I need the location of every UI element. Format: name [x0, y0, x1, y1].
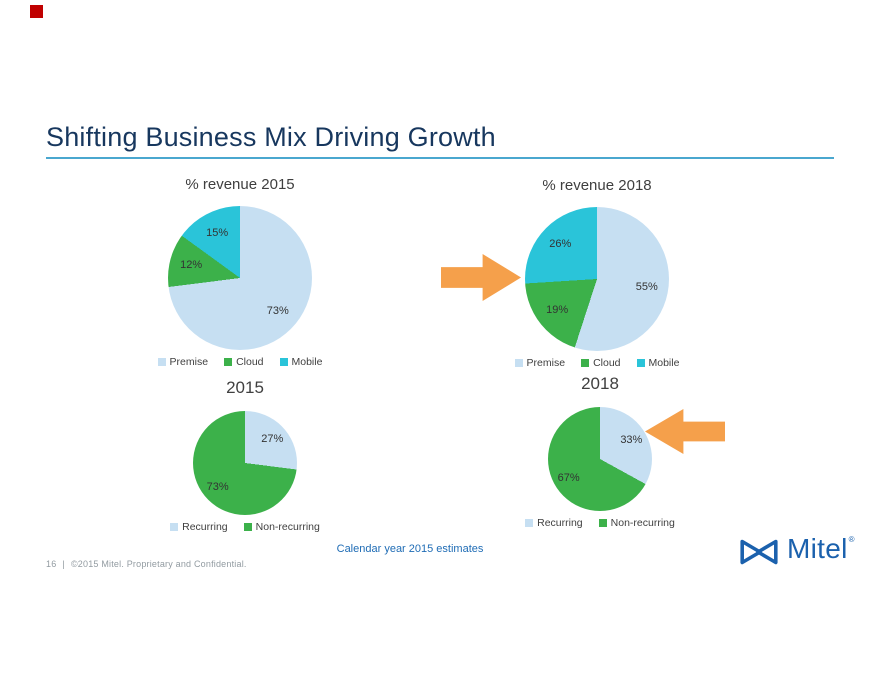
slide-footer: 16 | ©2015 Mitel. Proprietary and Confiden… [46, 559, 247, 569]
legend-swatch [224, 358, 233, 366]
legend-swatch [525, 519, 534, 527]
pie-slice-label: 19% [546, 303, 569, 316]
legend-item: Cloud [224, 356, 264, 368]
legend-swatch [636, 359, 645, 367]
legend-recurring-2018: Recurring Non-recurring [488, 517, 712, 529]
legend-item: Mobile [279, 356, 323, 368]
legend-item: Premise [157, 356, 209, 368]
pie-chart-revenue-2015: % revenue 2015 73% 12% 15% Premise Cloud Mob… [118, 176, 362, 368]
red-square-marker [30, 5, 43, 18]
copyright-text: ©2015 Mitel. Proprietary and Confidentia… [70, 559, 247, 569]
pie-revenue-2015: 73% 12% 15% [168, 206, 312, 350]
legend-label: Recurring [182, 521, 228, 533]
legend-label: Mobile [648, 357, 680, 369]
legend-swatch [279, 358, 288, 366]
pie-chart-recurring-2015: 2015 27% 73% Recurring Non-recurring [133, 378, 357, 533]
pie-recurring-2015: 27% 73% [193, 411, 297, 515]
pie-recurring-2018: 33% 67% [548, 407, 652, 511]
legend-item: Recurring [170, 521, 228, 533]
legend-item: Non-recurring [243, 521, 320, 533]
chart-title-revenue-2015: % revenue 2015 [185, 176, 295, 193]
legend-item: Premise [514, 357, 566, 369]
pie-slice-label: 12% [180, 259, 203, 272]
page-number: 16 [46, 559, 57, 569]
registered-mark: ® [848, 535, 855, 544]
legend-swatch [514, 359, 523, 367]
legend-item: Non-recurring [598, 517, 675, 529]
footer-separator: | [62, 559, 65, 569]
legend-label: Premise [526, 357, 566, 369]
pie-slice-label: 15% [206, 227, 229, 240]
legend-swatch [157, 358, 166, 366]
chart-title-revenue-2018: % revenue 2018 [542, 177, 652, 194]
legend-swatch [581, 359, 590, 367]
pie-slice-label: 73% [266, 305, 289, 318]
mitel-bowtie-icon [740, 539, 778, 565]
legend-label: Recurring [537, 517, 583, 529]
legend-label: Mobile [291, 356, 323, 368]
pie-slice-label: 27% [261, 432, 284, 445]
pie-slice-label: 33% [620, 434, 643, 447]
chart-title-2018: 2018 [581, 374, 619, 393]
pie-slice-label: 73% [206, 481, 229, 494]
legend-item: Cloud [581, 357, 621, 369]
legend-label: Non-recurring [610, 517, 675, 529]
pie-slice-label: 67% [557, 471, 580, 484]
legend-swatch [170, 523, 179, 531]
legend-item: Recurring [525, 517, 583, 529]
chart-title-2015: 2015 [226, 378, 264, 397]
legend-revenue-2015: Premise Cloud Mobile [118, 356, 362, 368]
legend-label: Cloud [593, 357, 621, 369]
pie-slice-label: 55% [635, 280, 658, 293]
pie-revenue-2018: 55% 19% 26% [525, 207, 669, 351]
slide-note: Calendar year 2015 estimates [336, 543, 484, 555]
legend-item: Mobile [636, 357, 680, 369]
legend-label: Cloud [236, 356, 264, 368]
pie-chart-recurring-2018: 2018 33% 67% Recurring Non-recurring [488, 374, 712, 529]
legend-label: Premise [169, 356, 209, 368]
legend-revenue-2018: Premise Cloud Mobile [475, 357, 719, 369]
legend-swatch [243, 523, 252, 531]
title-underline [46, 157, 834, 159]
legend-label: Non-recurring [255, 521, 320, 533]
logo-text: Mitel [787, 533, 848, 564]
legend-recurring-2015: Recurring Non-recurring [133, 521, 357, 533]
pie-slice-label: 26% [549, 238, 572, 251]
mitel-logo: Mitel ® [738, 533, 855, 568]
slide-title: Shifting Business Mix Driving Growth [46, 122, 496, 152]
pie-chart-revenue-2018: % revenue 2018 55% 19% 26% Premise Cloud Mob… [475, 177, 719, 369]
legend-swatch [598, 519, 607, 527]
